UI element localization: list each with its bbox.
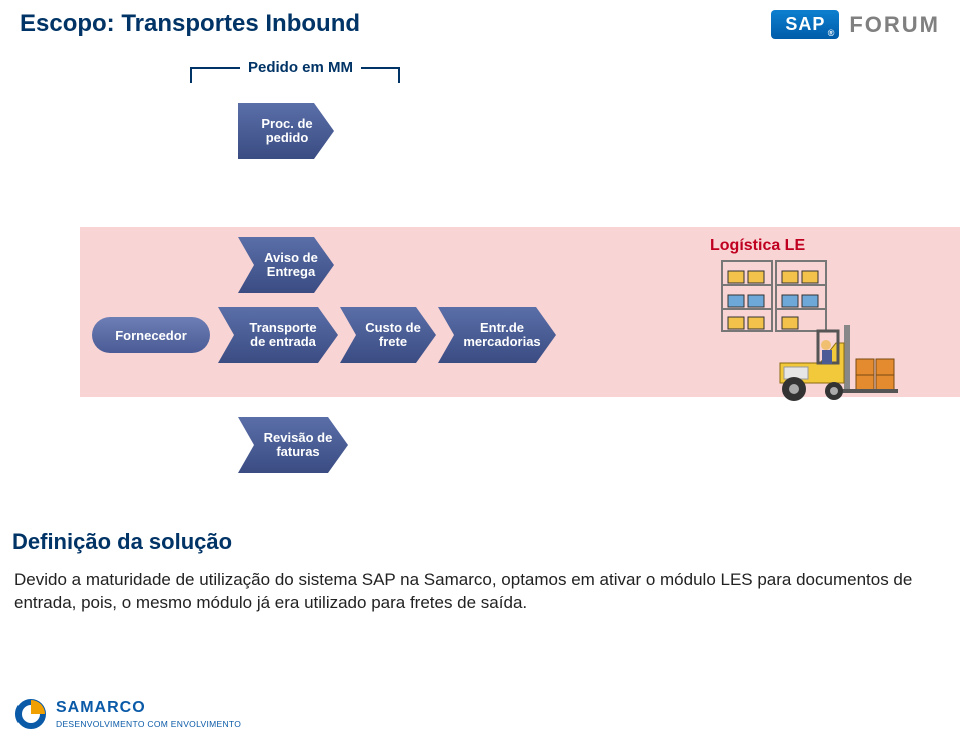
step-label: Aviso deEntrega bbox=[264, 251, 318, 280]
forklift-icon bbox=[760, 319, 880, 399]
forum-logo-text: FORUM bbox=[849, 12, 940, 38]
step-entr-mercadorias: Entr.demercadorias bbox=[438, 307, 556, 363]
samarco-brand-tagline: DESENVOLVIMENTO COM ENVOLVIMENTO bbox=[56, 719, 241, 729]
step-label: Revisão defaturas bbox=[264, 431, 333, 460]
sap-logo: SAP bbox=[771, 10, 839, 39]
footer: SAMARCO DESENVOLVIMENTO COM ENVOLVIMENTO bbox=[14, 697, 241, 731]
step-transporte-entrada: Transportede entrada bbox=[218, 307, 338, 363]
process-diagram: Pedido em MM Logística LE Fornecedor Pro… bbox=[0, 49, 960, 529]
step-proc-pedido: Proc. depedido bbox=[238, 103, 334, 159]
page-title: Escopo: Transportes Inbound bbox=[20, 10, 360, 38]
step-revisao-faturas: Revisão defaturas bbox=[238, 417, 348, 473]
body-paragraph: Devido a maturidade de utilização do sis… bbox=[14, 569, 946, 615]
step-label: Transportede entrada bbox=[249, 321, 316, 350]
samarco-logo: SAMARCO DESENVOLVIMENTO COM ENVOLVIMENTO bbox=[14, 697, 241, 731]
section-title: Definição da solução bbox=[12, 529, 960, 555]
header-logos: SAP FORUM bbox=[771, 10, 940, 39]
step-label: Proc. depedido bbox=[261, 117, 312, 146]
step-label: Custo defrete bbox=[365, 321, 421, 350]
mm-group-label: Pedido em MM bbox=[240, 59, 361, 76]
samarco-mark-icon bbox=[14, 697, 48, 731]
le-group-label: Logística LE bbox=[710, 237, 805, 255]
samarco-brand-name: SAMARCO bbox=[56, 699, 241, 717]
step-label: Entr.demercadorias bbox=[463, 321, 540, 350]
supplier-pill: Fornecedor bbox=[92, 317, 210, 353]
